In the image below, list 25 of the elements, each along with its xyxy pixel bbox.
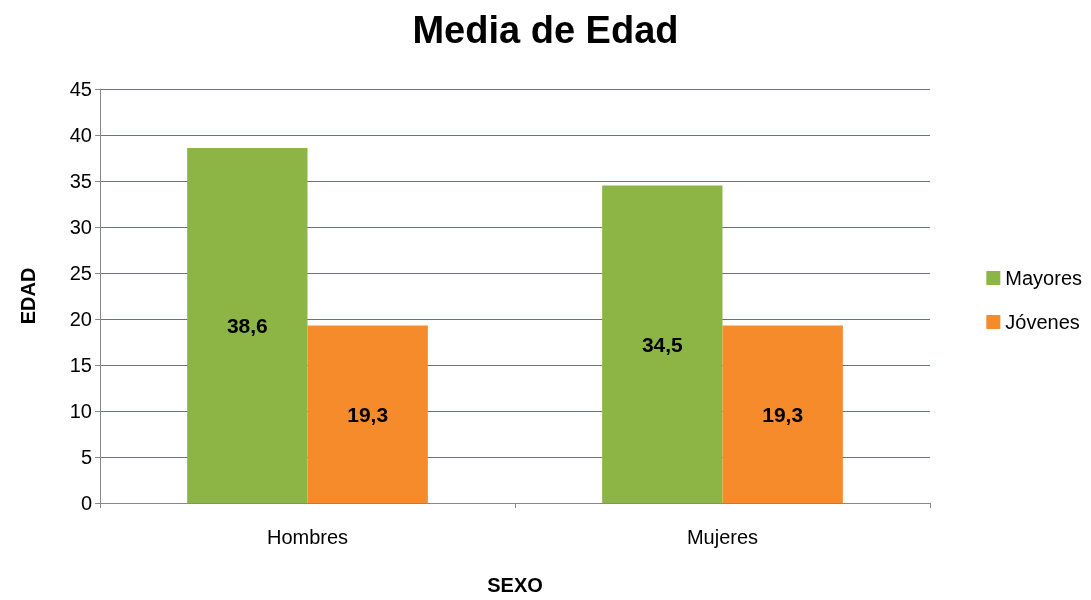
legend-label: Mayores bbox=[1005, 267, 1083, 289]
x-tick-label: Hombres bbox=[266, 526, 349, 548]
data-label: 19,3 bbox=[347, 402, 389, 426]
x-tick-label: Mujeres bbox=[686, 526, 759, 548]
bar bbox=[722, 325, 843, 503]
bar bbox=[187, 147, 308, 503]
chart-title: Media de Edad bbox=[412, 9, 679, 51]
y-tick-label: 35 bbox=[69, 170, 92, 192]
y-tick-label: 25 bbox=[69, 262, 92, 284]
y-axis-title: EDAD bbox=[17, 267, 39, 325]
y-tick-label: 40 bbox=[69, 124, 92, 146]
data-label: 34,5 bbox=[641, 332, 684, 356]
y-tick-label: 45 bbox=[69, 78, 92, 100]
y-tick-label: 20 bbox=[69, 308, 92, 330]
y-tick-label: 5 bbox=[80, 446, 92, 468]
data-label: 38,6 bbox=[226, 313, 268, 337]
bar bbox=[602, 185, 723, 503]
legend-label: Jóvenes bbox=[1005, 311, 1080, 333]
y-tick-label: 0 bbox=[80, 492, 92, 514]
y-tick-label: 10 bbox=[69, 400, 92, 422]
y-tick-label: 15 bbox=[69, 354, 92, 376]
x-axis-title: SEXO bbox=[487, 574, 543, 596]
bar bbox=[307, 325, 428, 503]
y-tick-label: 30 bbox=[69, 216, 92, 238]
data-label: 19,3 bbox=[762, 402, 804, 426]
